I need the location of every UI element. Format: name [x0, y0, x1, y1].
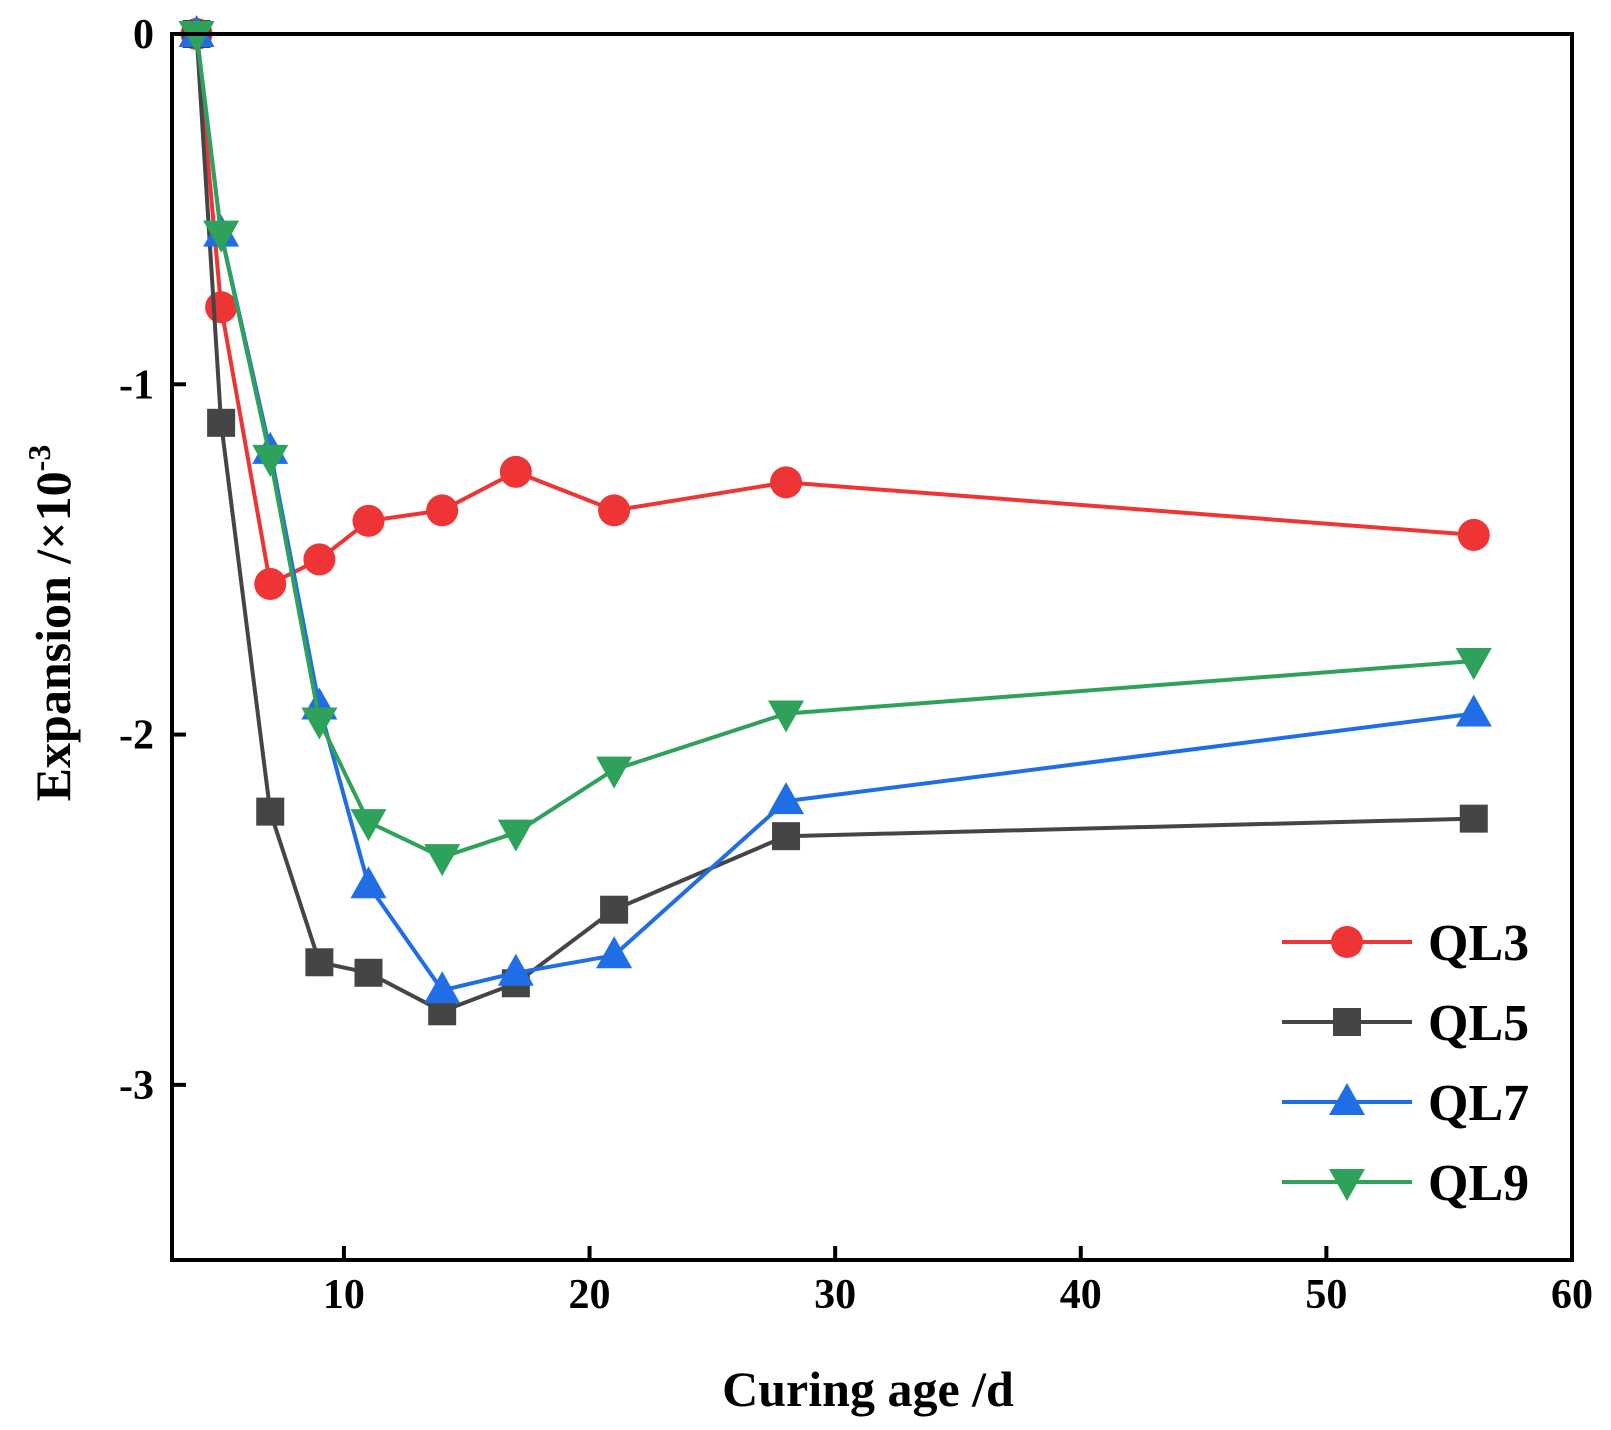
- x-tick-label: 40: [1060, 1272, 1102, 1318]
- y-axis-title-main: Expansion /×10: [25, 471, 81, 801]
- data-point-ql3: [254, 567, 287, 600]
- series-ql7-line: [194, 33, 1475, 993]
- data-point-ql3: [770, 466, 803, 499]
- series-ql3-line: [194, 33, 1474, 586]
- y-tick-label: -3: [119, 1063, 154, 1109]
- legend-marker-ql5: [1333, 1008, 1361, 1036]
- data-point-ql9: [424, 844, 461, 877]
- y-tick-label: 0: [133, 12, 154, 58]
- tick-layer: 10 20 30 40 50 60 0 -1 -2 -3: [119, 12, 1593, 1318]
- legend-label-ql7: QL7: [1428, 1075, 1529, 1132]
- data-point-ql3: [205, 291, 238, 324]
- data-point-ql3: [303, 543, 336, 576]
- data-point-ql5: [1459, 804, 1488, 833]
- data-point-ql9: [497, 819, 534, 852]
- y-tick-label: -1: [119, 362, 154, 408]
- data-point-ql9: [350, 809, 387, 842]
- legend-marker-ql7: [1329, 1083, 1365, 1115]
- legend-label-ql5: QL5: [1428, 995, 1529, 1052]
- data-point-ql9: [768, 700, 805, 733]
- x-tick-label: 10: [323, 1272, 365, 1318]
- series-ql5-line: [194, 33, 1474, 1014]
- series-ql9-line: [194, 33, 1474, 860]
- x-tick-label: 20: [569, 1272, 611, 1318]
- data-point-ql5: [772, 822, 801, 851]
- data-point-ql3: [499, 455, 532, 488]
- y-axis-title-exponent: -3: [21, 445, 57, 472]
- data-point-ql3: [598, 494, 631, 527]
- legend-item-ql5: QL5: [1282, 995, 1529, 1052]
- y-axis-title: Expansion /×10-3: [21, 445, 81, 802]
- data-point-ql9: [596, 756, 633, 789]
- data-point-ql9: [203, 220, 240, 253]
- data-point-ql5: [305, 948, 334, 977]
- data-point-ql5: [354, 958, 383, 987]
- data-point-ql7: [424, 971, 461, 1004]
- data-point-ql9: [252, 444, 289, 477]
- series-ql3: [180, 18, 1490, 600]
- data-point-ql9: [301, 707, 338, 740]
- x-tick-label: 50: [1305, 1272, 1347, 1318]
- data-point-ql7: [768, 782, 805, 815]
- legend-item-ql9: QL9: [1282, 1155, 1529, 1212]
- data-point-ql3: [426, 494, 459, 527]
- data-point-ql9: [178, 21, 215, 53]
- legend: QL3 QL5 QL7 QL9: [1282, 915, 1529, 1212]
- legend-item-ql3: QL3: [1282, 915, 1529, 972]
- data-point-ql3: [1457, 518, 1490, 551]
- data-point-ql5: [207, 408, 236, 437]
- legend-label-ql9: QL9: [1428, 1155, 1529, 1212]
- x-axis-title: Curing age /d: [722, 1361, 1014, 1417]
- data-point-ql5: [256, 797, 285, 826]
- data-point-ql7: [596, 936, 633, 969]
- data-point-ql3: [352, 504, 385, 537]
- legend-marker-ql3: [1331, 926, 1363, 958]
- data-point-ql5: [600, 895, 629, 924]
- legend-marker-ql9: [1329, 1169, 1365, 1201]
- data-point-ql7: [350, 866, 387, 899]
- x-tick-label: 30: [814, 1272, 856, 1318]
- data-point-ql7: [497, 953, 534, 986]
- legend-label-ql3: QL3: [1428, 915, 1529, 972]
- data-point-ql7: [1455, 694, 1492, 727]
- legend-item-ql7: QL7: [1282, 1075, 1529, 1132]
- y-tick-label: -2: [119, 713, 154, 759]
- series-layer: [178, 15, 1492, 1026]
- plot-frame: [170, 32, 1574, 1262]
- series-ql9: [178, 21, 1492, 877]
- x-tick-label: 60: [1551, 1272, 1593, 1318]
- data-point-ql9: [1455, 648, 1492, 681]
- y-axis-title-group: Expansion /×10-3: [21, 445, 81, 802]
